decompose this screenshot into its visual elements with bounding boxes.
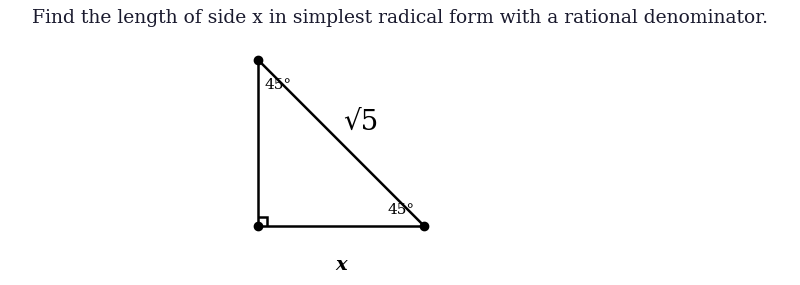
Text: 45°: 45°	[265, 78, 292, 92]
Text: 45°: 45°	[387, 203, 414, 217]
Text: √5: √5	[343, 109, 378, 136]
Text: x: x	[335, 256, 346, 274]
Text: Find the length of side x in simplest radical form with a rational denominator.: Find the length of side x in simplest ra…	[32, 9, 768, 27]
